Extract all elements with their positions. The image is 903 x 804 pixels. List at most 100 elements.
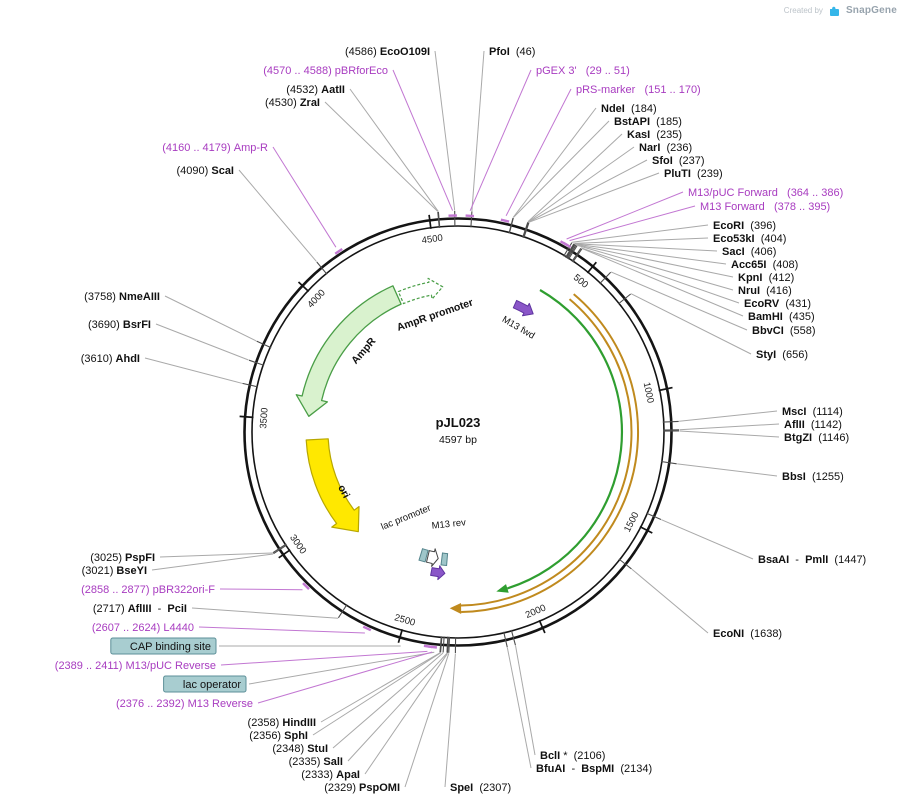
scale-label-4500: 4500 xyxy=(421,233,443,247)
site-label-pgex-3-29-51[interactable]: pGEX 3' (29 .. 51) xyxy=(536,65,630,77)
site-label-3690-bsrfi[interactable]: (3690) BsrFI xyxy=(88,319,151,331)
site-label-3021-bseyi[interactable]: (3021) BseYI xyxy=(82,565,147,577)
feature-AmpR[interactable] xyxy=(295,285,402,417)
site-tick xyxy=(242,382,259,388)
site-label-msci-1114[interactable]: MscI (1114) xyxy=(782,406,843,418)
site-label-bfuai-bspmi-2134[interactable]: BfuAI - BspMI (2134) xyxy=(536,763,652,775)
site-label-acc65i-408[interactable]: Acc65I (408) xyxy=(731,259,798,271)
site-label-spei-2307[interactable]: SpeI (2307) xyxy=(450,782,511,794)
site-tick xyxy=(510,629,517,646)
site-label-2333-apai[interactable]: (2333) ApaI xyxy=(301,769,360,781)
scale-label-1000: 1000 xyxy=(641,381,656,404)
site-label-eco53ki-404[interactable]: Eco53kI (404) xyxy=(713,233,786,245)
site-tick xyxy=(617,293,632,305)
leader-line xyxy=(574,237,709,244)
feature-ori[interactable] xyxy=(305,438,360,533)
primer-mark xyxy=(465,214,475,218)
site-label-2356-sphi[interactable]: (2356) SphI xyxy=(249,730,308,742)
site-label-2858-2877-pbr322ori-f[interactable]: (2858 .. 2877) pBR322ori-F xyxy=(81,584,215,596)
feature-AmpR-promoter[interactable] xyxy=(397,277,444,305)
leader-line xyxy=(630,293,752,355)
feature-box-lac-operator[interactable] xyxy=(163,675,247,693)
site-label-bamhi-435[interactable]: BamHI (435) xyxy=(748,311,815,323)
site-label-2335-sali[interactable]: (2335) SalI xyxy=(289,756,343,768)
scale-tick xyxy=(428,214,432,229)
site-label-4090-scai[interactable]: (4090) ScaI xyxy=(177,165,235,177)
feature-insert-arc-orange-inner[interactable] xyxy=(460,298,633,607)
site-label-econi-1638[interactable]: EcoNI (1638) xyxy=(713,628,782,640)
leader-line xyxy=(272,146,337,248)
site-label-4570-4588-pbrforeco[interactable]: (4570 .. 4588) pBRforEco xyxy=(263,65,388,77)
primer-mark xyxy=(562,241,572,249)
site-tick xyxy=(599,271,612,285)
site-tick xyxy=(256,340,272,349)
leader-line xyxy=(159,552,273,558)
site-label-2389-2411-m13-puc-reverse[interactable]: (2389 .. 2411) M13/pUC Reverse xyxy=(55,660,216,672)
site-label-cap-binding-site[interactable]: CAP binding site xyxy=(130,641,211,653)
site-label-4160-4179-amp-r[interactable]: (4160 .. 4179) Amp-R xyxy=(162,142,268,154)
scale-tick xyxy=(586,261,597,274)
site-label-m13-forward-378-395[interactable]: M13 Forward (378 .. 395) xyxy=(700,201,830,213)
site-label-kasi-235[interactable]: KasI (235) xyxy=(627,129,682,141)
site-label-2358-hindiii[interactable]: (2358) HindIII xyxy=(248,717,316,729)
site-label-bsaai-pmli-1447[interactable]: BsaAI - PmlI (1447) xyxy=(758,554,866,566)
credit-prefix: Created by xyxy=(783,6,823,15)
leader-line xyxy=(577,244,734,291)
leader-line xyxy=(144,357,243,384)
feature-CAP-binding-site[interactable] xyxy=(418,548,429,563)
feature-M13-rev[interactable] xyxy=(430,565,446,581)
feature-label-lac-promoter: lac promoter xyxy=(380,503,433,533)
site-label-ndei-184[interactable]: NdeI (184) xyxy=(601,103,657,115)
site-label-2348-stui[interactable]: (2348) StuI xyxy=(272,743,328,755)
site-label-kpni-412[interactable]: KpnI (412) xyxy=(738,272,794,284)
site-label-3025-pspfi[interactable]: (3025) PspFI xyxy=(90,552,155,564)
site-label-3610-ahdi[interactable]: (3610) AhdI xyxy=(81,353,140,365)
site-label-4532-aatii[interactable]: (4532) AatII xyxy=(286,84,345,96)
site-label-bbsi-1255[interactable]: BbsI (1255) xyxy=(782,471,844,483)
site-tick xyxy=(503,631,508,648)
site-label-4530-zrai[interactable]: (4530) ZraI xyxy=(265,97,320,109)
site-label-sfoi-237[interactable]: SfoI (237) xyxy=(652,155,705,167)
site-label-nari-236[interactable]: NarI (236) xyxy=(639,142,692,154)
feature-label-m13-fwd: M13 fwd xyxy=(500,314,537,341)
site-label-2717-afliii-pcii[interactable]: (2717) AflIII - PciI xyxy=(93,603,187,615)
site-label-ecorv-431[interactable]: EcoRV (431) xyxy=(744,298,811,310)
feature-M13-fwd[interactable] xyxy=(512,299,534,317)
leader-line xyxy=(515,645,536,756)
primer-mark xyxy=(334,248,343,255)
site-label-pluti-239[interactable]: PluTI (239) xyxy=(664,168,723,180)
feature-lac-operator[interactable] xyxy=(440,552,449,567)
leader-line xyxy=(572,224,709,243)
site-label-lac-operator[interactable]: lac operator xyxy=(183,679,241,691)
site-label-2376-2392-m13-reverse[interactable]: (2376 .. 2392) M13 Reverse xyxy=(116,698,253,710)
feature-insert-arc-orange-outer[interactable] xyxy=(461,293,639,613)
site-label-bcli-2106[interactable]: BclI * (2106) xyxy=(540,750,605,762)
plasmid-name: pJL023 xyxy=(436,415,481,430)
site-label-nrui-416[interactable]: NruI (416) xyxy=(738,285,792,297)
site-label-styi-656[interactable]: StyI (656) xyxy=(756,349,808,361)
site-label-prs-marker-151-170[interactable]: pRS-marker (151 .. 170) xyxy=(576,84,701,96)
site-label-aflii-1142[interactable]: AflII (1142) xyxy=(784,419,842,431)
site-label-saci-406[interactable]: SacI (406) xyxy=(722,246,776,258)
site-label-bstapi-185[interactable]: BstAPI (185) xyxy=(614,116,682,128)
leader-line xyxy=(528,159,648,223)
scale-label-500: 500 xyxy=(571,272,590,291)
feature-label-ampr: AmpR xyxy=(349,335,379,367)
feature-insert-arc-green[interactable] xyxy=(506,289,624,590)
site-label-4586-ecoo109i[interactable]: (4586) EcoO109I xyxy=(345,46,430,58)
site-label-2607-2624-l4440[interactable]: (2607 .. 2624) L4440 xyxy=(92,622,194,634)
leader-line xyxy=(151,553,274,571)
site-label-btgzi-1146[interactable]: BtgZI (1146) xyxy=(784,432,849,444)
site-label-bbvci-558[interactable]: BbvCI (558) xyxy=(752,325,816,337)
site-label-2329-pspomi[interactable]: (2329) PspOMI xyxy=(324,782,400,794)
feature-box-cap-binding-site[interactable] xyxy=(110,637,217,655)
site-label-ecori-396[interactable]: EcoRI (396) xyxy=(713,220,776,232)
site-label-3758-nmeaiii[interactable]: (3758) NmeAIII xyxy=(84,291,160,303)
site-label-pfoi-46[interactable]: PfoI (46) xyxy=(489,46,535,58)
scale-label-3500: 3500 xyxy=(258,407,270,429)
site-tick xyxy=(572,248,583,263)
leader-line xyxy=(392,69,454,211)
feature-lac-promoter[interactable] xyxy=(426,548,439,567)
site-label-m13-puc-forward-364-386[interactable]: M13/pUC Forward (364 .. 386) xyxy=(688,187,843,199)
plasmid-size: 4597 bp xyxy=(439,434,477,446)
